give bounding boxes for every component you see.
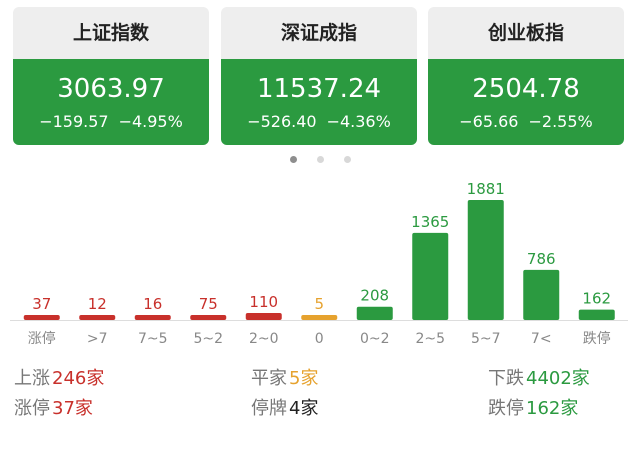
x-tick-label: 涨停 — [28, 330, 56, 347]
index-value: 2504.78 — [472, 74, 580, 104]
bar-value-label: 1365 — [411, 213, 449, 231]
bar-value-label: 75 — [199, 295, 218, 313]
stat-label: 下跌 — [488, 368, 524, 389]
bar — [578, 309, 615, 320]
rise-fall-distribution-chart: 37 涨停 12 >7 16 7~5 75 5~2 110 2~0 5 0 208 0~2 1365 2~5 1… — [10, 180, 628, 347]
stat-value: 246家 — [52, 368, 105, 389]
bar — [23, 315, 60, 320]
stat-label: 跌停 — [488, 398, 524, 419]
stat-down: 下跌 4402家 — [488, 366, 590, 392]
index-panel: 3063.97 −159.57 −4.95% — [13, 59, 209, 145]
pager-dot[interactable] — [289, 156, 297, 163]
carousel-pager — [0, 156, 640, 163]
bar — [356, 306, 393, 320]
bar-value-label: 37 — [32, 295, 51, 313]
bar-value-label: 786 — [527, 250, 556, 268]
bar-value-label: 5 — [314, 295, 324, 313]
bar-value-label: 1881 — [467, 180, 505, 198]
stat-flat: 平家 5家 — [251, 366, 318, 392]
stat-value: 4402家 — [526, 368, 590, 389]
bar — [523, 269, 560, 320]
index-change-points: −526.40 — [247, 112, 317, 131]
x-tick-label: 5~7 — [471, 331, 501, 347]
index-change-points: −159.57 — [39, 112, 109, 131]
x-tick-label: 0 — [315, 331, 324, 347]
bar-value-label: 208 — [360, 287, 389, 305]
bar — [467, 200, 504, 320]
bar — [79, 315, 116, 320]
stat-value: 4家 — [289, 398, 319, 419]
index-value: 11537.24 — [256, 74, 382, 104]
index-name: 深证成指 — [280, 22, 357, 44]
index-card-chinext[interactable]: 创业板指 2504.78 −65.66 −2.55% — [428, 7, 624, 145]
x-tick-label: 7< — [531, 331, 552, 347]
index-change: −526.40 −4.36% — [221, 111, 417, 133]
stat-label: 涨停 — [14, 398, 50, 419]
pager-dot[interactable] — [316, 156, 324, 163]
pager-dot[interactable] — [343, 156, 351, 163]
index-name: 创业板指 — [487, 22, 564, 44]
stat-label: 停牌 — [251, 398, 287, 419]
x-tick-label: 跌停 — [583, 330, 611, 347]
x-tick-label: 0~2 — [360, 331, 390, 347]
index-card-shenzhen[interactable]: 深证成指 11537.24 −526.40 −4.36% — [221, 7, 417, 145]
index-value: 3063.97 — [57, 74, 165, 104]
stat-limit-up: 涨停 37家 — [14, 396, 93, 422]
index-change: −159.57 −4.95% — [13, 111, 209, 133]
bar-value-label: 162 — [582, 290, 611, 308]
x-tick-label: 7~5 — [138, 331, 168, 347]
index-change-percent: −4.95% — [118, 112, 183, 131]
index-card-shanghai[interactable]: 上证指数 3063.97 −159.57 −4.95% — [13, 7, 209, 145]
x-tick-label: >7 — [87, 331, 108, 347]
stat-label: 上涨 — [14, 368, 50, 389]
bar-value-label: 16 — [143, 295, 162, 313]
stat-limit-down: 跌停 162家 — [488, 396, 578, 422]
bar-value-label: 110 — [249, 293, 278, 311]
bar — [245, 312, 282, 320]
bar-value-label: 12 — [88, 295, 107, 313]
x-tick-label: 2~5 — [415, 331, 445, 347]
stat-suspended: 停牌 4家 — [251, 396, 318, 422]
index-change: −65.66 −2.55% — [428, 111, 624, 133]
stat-value: 5家 — [289, 368, 319, 389]
bar — [134, 315, 171, 320]
stat-label: 平家 — [251, 368, 287, 389]
market-summary: 上涨 246家 涨停 37家 平家 5家 停牌 4家 下跌 4402家 跌停 162家 — [0, 364, 640, 444]
index-change-percent: −2.55% — [528, 112, 593, 131]
stat-value: 37家 — [52, 398, 93, 419]
bar — [190, 315, 227, 320]
index-panel: 11537.24 −526.40 −4.36% — [221, 59, 417, 145]
index-change-points: −65.66 — [459, 112, 519, 131]
x-tick-label: 2~0 — [249, 331, 279, 347]
index-name: 上证指数 — [72, 22, 149, 44]
stat-up: 上涨 246家 — [14, 366, 104, 392]
bar — [412, 232, 449, 320]
index-change-percent: −4.36% — [326, 112, 391, 131]
bar — [301, 315, 338, 320]
index-panel: 2504.78 −65.66 −2.55% — [428, 59, 624, 145]
x-tick-label: 5~2 — [193, 331, 223, 347]
stat-value: 162家 — [526, 398, 579, 419]
